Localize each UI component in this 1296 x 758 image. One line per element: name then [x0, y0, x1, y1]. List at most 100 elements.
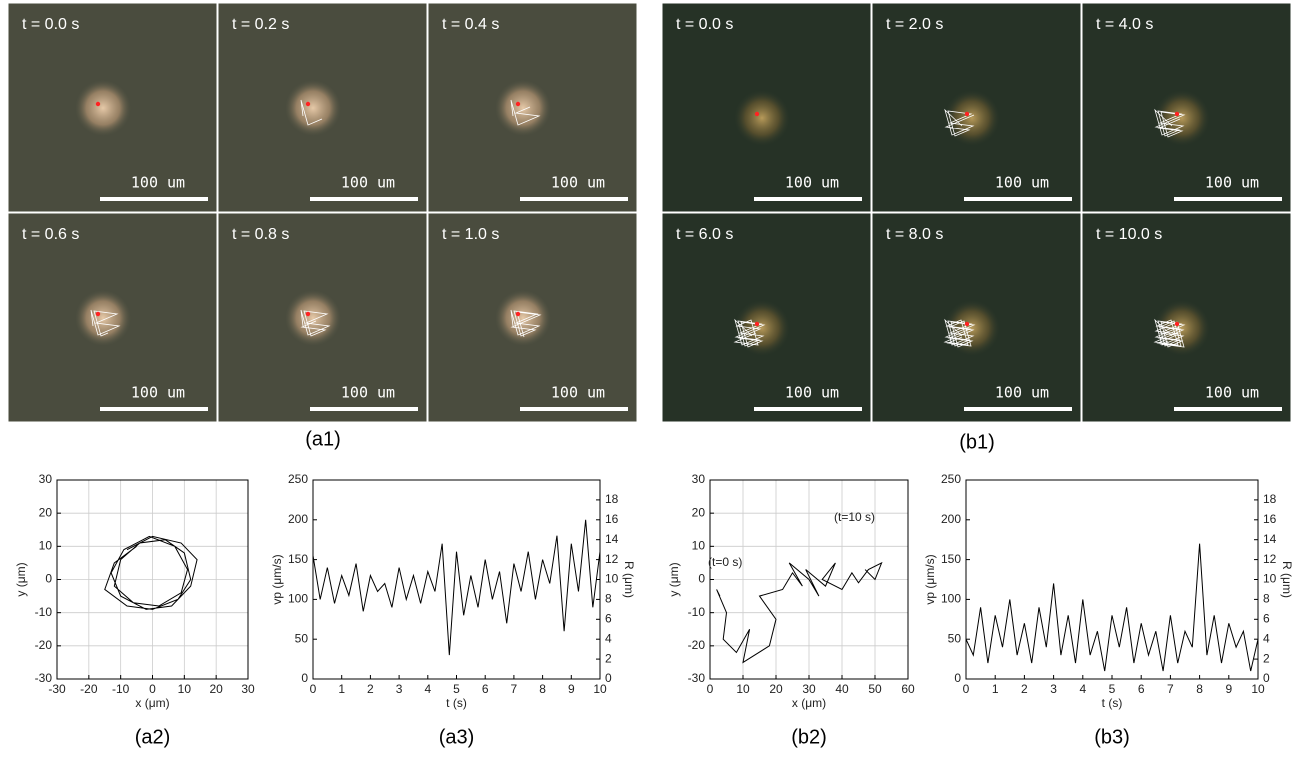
y2-tick-label: 6 [605, 611, 612, 625]
time-label: t = 4.0 s [1096, 16, 1153, 33]
y2-axis-label: R (μm) [1280, 561, 1294, 598]
y-tick-label: -10 [35, 605, 53, 619]
x-tick-label: 40 [835, 682, 849, 696]
y-tick-label: 150 [941, 552, 961, 566]
cell [944, 90, 1000, 146]
cell [285, 80, 341, 136]
y-tick-label: -30 [35, 671, 53, 685]
y2-tick-label: 8 [1263, 592, 1270, 606]
tracked-point [95, 311, 101, 317]
data-line [104, 535, 198, 610]
y2-tick-label: 12 [605, 552, 619, 566]
plot-frame [709, 479, 909, 680]
y-axis-label: y (μm) [667, 562, 681, 596]
annotation: (t=10 s) [834, 510, 875, 524]
y-tick-label: 0 [45, 572, 52, 586]
y2-tick-label: 10 [605, 572, 619, 586]
scale-label: 100 um [341, 384, 395, 402]
scale-label: 100 um [995, 384, 1049, 402]
x-tick-label: -20 [80, 682, 98, 696]
cell [75, 80, 131, 136]
panel-caption: (a2) [135, 726, 171, 748]
y2-tick-label: 2 [605, 651, 612, 665]
y-tick-label: 100 [941, 592, 961, 606]
time-label: t = 10.0 s [1096, 226, 1162, 243]
x-tick-label: 4 [424, 682, 431, 696]
y2-tick-label: 6 [1263, 611, 1270, 625]
chart: 0 1 2 3 4 5 6 7 8 9 100501001502002500246810121416… [923, 472, 1294, 710]
annotation: (t=0 s) [708, 555, 742, 569]
y2-tick-label: 14 [605, 532, 619, 546]
x-tick-label: 20 [209, 682, 223, 696]
x-axis-label: x (μm) [792, 696, 826, 710]
x-tick-label: 6 [482, 682, 489, 696]
cell [285, 290, 341, 346]
panel-caption: (b1) [959, 431, 995, 453]
y2-tick-label: 12 [1263, 552, 1277, 566]
x-axis-label: x (μm) [135, 696, 169, 710]
y2-tick-label: 16 [605, 512, 619, 526]
y-tick-label: 250 [941, 472, 961, 486]
time-label: t = 0.0 s [676, 16, 733, 33]
data-line [312, 519, 601, 656]
y-tick-label: 200 [941, 512, 961, 526]
y-tick-label: 30 [39, 472, 53, 486]
scale-label: 100 um [1205, 384, 1259, 402]
y-tick-label: 200 [288, 512, 308, 526]
y2-tick-label: 18 [1263, 492, 1277, 506]
time-label: t = 0.6 s [22, 226, 79, 243]
y-tick-label: -20 [35, 638, 53, 652]
cell [734, 90, 790, 146]
x-tick-label: 5 [453, 682, 460, 696]
x-tick-label: 20 [769, 682, 783, 696]
x-tick-label: 7 [1167, 682, 1174, 696]
trajectory-overlay [944, 108, 975, 137]
trajectory-overlay [300, 309, 331, 337]
x-tick-label: 9 [1225, 682, 1232, 696]
tracked-point [1174, 321, 1180, 327]
x-tick-label: 2 [367, 682, 374, 696]
scale-label: 100 um [785, 174, 839, 192]
x-tick-label: 1 [338, 682, 345, 696]
x-tick-label: 5 [1109, 682, 1116, 696]
x-tick-label: 0 [149, 682, 156, 696]
panel-caption: (a3) [439, 726, 475, 748]
time-label: t = 0.2 s [232, 16, 289, 33]
cell [495, 80, 551, 136]
y2-tick-label: 8 [605, 592, 612, 606]
trajectory-overlay [510, 99, 541, 126]
tracked-point [305, 101, 311, 107]
y-tick-label: 20 [39, 505, 53, 519]
y-tick-label: 10 [692, 539, 706, 553]
scale-label: 100 um [341, 174, 395, 192]
chart: 0 1 2 3 4 5 6 7 8 9 100501001502002500246810121416… [270, 472, 636, 710]
x-tick-label: 8 [1196, 682, 1203, 696]
x-tick-label: 2 [1021, 682, 1028, 696]
x-tick-label: 4 [1079, 682, 1086, 696]
tracked-point [964, 321, 970, 327]
y2-tick-label: 4 [605, 631, 612, 645]
y2-tick-label: 0 [1263, 671, 1270, 685]
x-tick-label: 10 [1251, 682, 1265, 696]
trajectory-overlay [943, 318, 976, 348]
y-axis-label: vp (μm/s) [270, 554, 284, 604]
y2-tick-label: 10 [1263, 572, 1277, 586]
trajectory-overlay [90, 309, 121, 337]
x-tick-label: 10 [736, 682, 750, 696]
x-tick-label: 0 [310, 682, 317, 696]
scale-label: 100 um [995, 174, 1049, 192]
time-label: t = 0.0 s [22, 16, 79, 33]
plot-frame [56, 479, 249, 680]
tracked-point [515, 101, 521, 107]
x-tick-label: 3 [396, 682, 403, 696]
time-label: t = 0.8 s [232, 226, 289, 243]
y-tick-label: 100 [288, 592, 308, 606]
scale-label: 100 um [551, 174, 605, 192]
x-tick-label: 10 [593, 682, 607, 696]
tracked-point [754, 111, 760, 117]
x-tick-label: -30 [48, 682, 66, 696]
y-tick-label: 0 [301, 671, 308, 685]
trajectory-overlay [733, 318, 766, 348]
x-tick-label: 60 [901, 682, 915, 696]
